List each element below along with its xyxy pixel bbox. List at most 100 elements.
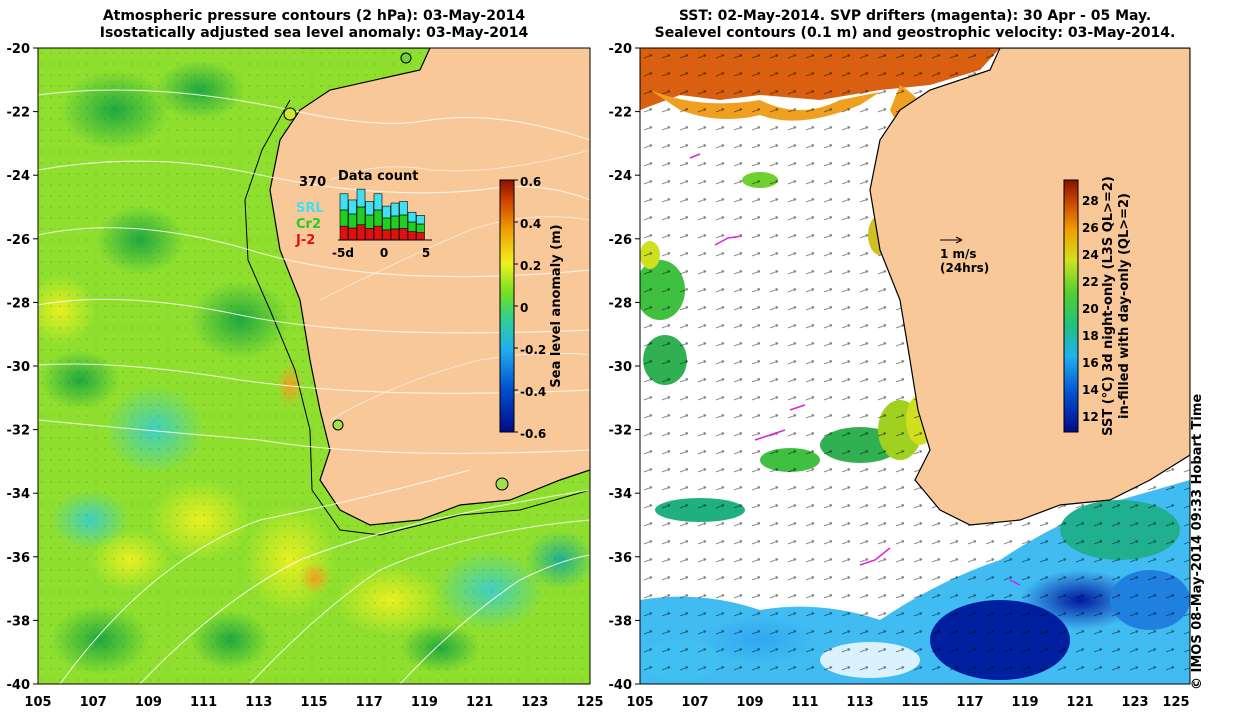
- left-y-axis: -20 -22 -24 -26 -28 -30 -32 -34 -36 -38 …: [7, 42, 38, 693]
- sst-colorbar-label1: SST (°C) 3d night-only (L3S QL>=2): [1101, 176, 1116, 436]
- count-bar: [365, 228, 374, 241]
- right-ytick: -26: [609, 233, 633, 248]
- left-ytick: -20: [7, 42, 31, 57]
- data-count-title: Data count: [338, 169, 418, 184]
- legend-srl: SRL: [296, 201, 324, 216]
- count-bar: [373, 209, 383, 227]
- count-bar: [390, 228, 400, 241]
- sla-colorbar: 0.6 0.4 0.2 0 -0.2 -0.4 -0.6 Sea level a…: [499, 175, 564, 441]
- left-xtick: 109: [135, 695, 162, 710]
- count-xlabel: -5d: [332, 246, 354, 260]
- count-bar: [348, 213, 357, 229]
- count-bar: [373, 225, 383, 241]
- count-bar: [399, 228, 408, 241]
- count-bar: [416, 223, 425, 233]
- right-ytick: -24: [609, 169, 633, 184]
- right-y-axis: -20 -22 -24 -26 -28 -30 -32 -34 -36 -38 …: [609, 42, 640, 693]
- right-xtick: 123: [1121, 695, 1148, 710]
- right-ytick: -30: [609, 360, 633, 375]
- count-bar: [407, 211, 417, 223]
- left-ytick: -26: [7, 233, 31, 248]
- left-ytick: -28: [7, 296, 31, 311]
- left-x-axis: 105 107 109 111 113 115 117 119 121 123 …: [24, 695, 603, 710]
- right-ytick: -38: [609, 614, 633, 629]
- left-ytick: -22: [7, 106, 31, 121]
- sla-tick: -0.6: [520, 427, 546, 441]
- data-count-inset: Data count 370 SRL Cr2 J-2 -5d 0 5: [295, 169, 432, 260]
- left-ytick: -34: [7, 487, 31, 502]
- count-bar: [416, 232, 425, 241]
- count-bar: [407, 231, 417, 241]
- right-title-line1: SST: 02-May-2014. SVP drifters (magenta)…: [678, 8, 1152, 24]
- count-bar: [416, 215, 425, 225]
- right-xtick: 109: [736, 695, 763, 710]
- count-bar: [390, 202, 400, 217]
- legend-j2: J-2: [295, 233, 315, 248]
- sst-tick: 12: [1082, 410, 1099, 424]
- right-title-line2: Sealevel contours (0.1 m) and geostrophi…: [654, 25, 1176, 41]
- right-xtick: 119: [1011, 695, 1038, 710]
- left-ytick: -24: [7, 169, 31, 184]
- left-xtick: 111: [190, 695, 217, 710]
- sla-tick: 0.2: [520, 259, 541, 273]
- sla-tick: 0.6: [520, 175, 541, 189]
- left-title-line1: Atmospheric pressure contours (2 hPa): 0…: [102, 8, 526, 24]
- sst-tick: 26: [1082, 221, 1099, 235]
- left-map: -20 -22 -24 -26 -28 -30 -32 -34 -36 -38 …: [7, 42, 604, 710]
- right-ytick: -34: [609, 487, 633, 502]
- right-ytick: -20: [609, 42, 633, 57]
- pressure-contours: [38, 89, 590, 684]
- count-bar: [382, 217, 391, 231]
- sst-tick: 16: [1082, 356, 1099, 370]
- count-xlabel: 0: [380, 246, 388, 260]
- count-bar: [356, 188, 366, 208]
- velocity-scale-label: 1 m/s: [940, 247, 977, 261]
- right-xtick: 121: [1066, 695, 1093, 710]
- left-xtick: 123: [521, 695, 548, 710]
- count-bar: [407, 221, 417, 232]
- left-xtick: 105: [24, 695, 51, 710]
- sla-tick: 0: [520, 301, 528, 315]
- count-bar: [399, 214, 408, 229]
- sst-tick: 18: [1082, 329, 1099, 343]
- right-x-axis: 105 107 109 111 113 115 117 119 121 123 …: [626, 695, 1189, 710]
- right-xtick: 105: [626, 695, 653, 710]
- left-xtick: 107: [80, 695, 107, 710]
- count-bar: [365, 214, 374, 229]
- data-count-max: 370: [299, 175, 326, 190]
- count-bar: [339, 209, 349, 227]
- sla-colorbar-label: Sea level anomaly (m): [549, 224, 564, 387]
- right-ytick: -28: [609, 296, 633, 311]
- right-ytick: -40: [609, 678, 633, 693]
- right-xtick: 115: [901, 695, 928, 710]
- sst-tick: 14: [1082, 383, 1099, 397]
- left-xtick: 115: [300, 695, 327, 710]
- right-map: 1 m/s (24hrs) -20: [609, 42, 1191, 710]
- count-bar: [356, 224, 366, 241]
- sst-colorbar-label2: in-filled with day-only (QL>=2): [1117, 193, 1132, 419]
- left-xtick: 125: [576, 695, 603, 710]
- sst-tick: 28: [1082, 194, 1099, 208]
- count-bar: [399, 201, 408, 216]
- left-xtick: 113: [245, 695, 272, 710]
- sst-field: 1 m/s (24hrs): [640, 48, 1190, 684]
- right-map-title: SST: 02-May-2014. SVP drifters (magenta)…: [640, 8, 1190, 42]
- count-bar: [390, 215, 400, 230]
- sst-tick: 20: [1082, 302, 1099, 316]
- sla-tick: -0.4: [520, 385, 546, 399]
- count-bar: [382, 229, 391, 241]
- count-xlabel: 5: [422, 246, 430, 260]
- right-ytick: -36: [609, 551, 633, 566]
- count-bar: [365, 201, 374, 216]
- legend-cr2: Cr2: [296, 217, 321, 232]
- left-ytick: -32: [7, 424, 31, 439]
- left-title-line2: Isostatically adjusted sea level anomaly…: [99, 25, 529, 41]
- right-xtick: 111: [791, 695, 818, 710]
- right-ytick: -32: [609, 424, 633, 439]
- count-bar: [339, 193, 349, 211]
- sst-colorbar: 28 26 24 22 20 18 16 14 12 SST (°C) 3d n…: [1063, 176, 1132, 436]
- count-bar: [339, 225, 349, 241]
- data-count-bars: [339, 188, 425, 241]
- count-bar: [348, 227, 357, 241]
